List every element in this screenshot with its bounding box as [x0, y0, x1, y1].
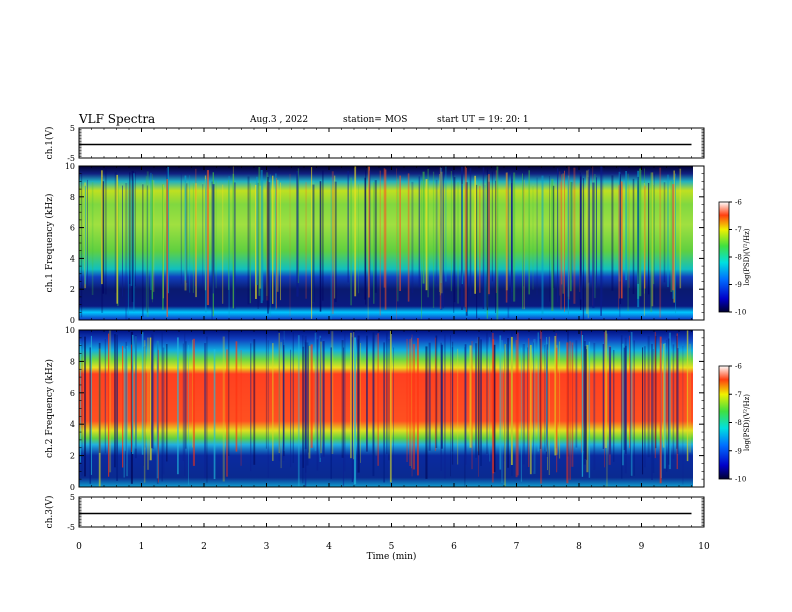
ch3-waveform-panel: 5 -5 ch.3(V) — [44, 493, 705, 532]
ch1-spectrogram-panel: 0 2 4 6 8 10 ch.1 Frequency (kHz) — [44, 162, 705, 325]
panel-frame — [78, 127, 705, 159]
colorbar-tick-label: -6 — [735, 199, 742, 207]
ch1-waveform-panel: 5 -5 ch.1(V) — [44, 124, 705, 163]
x-tick-label: 1 — [139, 542, 145, 552]
y-tick-label: 8 — [70, 357, 75, 366]
y-tick-label: 10 — [65, 326, 75, 335]
y-tick-label: 2 — [70, 452, 75, 461]
colorbar-tick-label: -7 — [735, 226, 742, 234]
x-tick-label: 5 — [389, 542, 395, 552]
colorbar-tick-label: -9 — [735, 447, 742, 455]
empty-tail — [693, 330, 704, 487]
y-axis-label: ch.1(V) — [44, 127, 55, 160]
x-tick-label: 9 — [639, 542, 645, 552]
colorbar-label: log(PSD)(V²/Hz) — [743, 228, 751, 285]
x-tick-label: 8 — [576, 542, 582, 552]
y-axis-label: ch.2 Frequency (kHz) — [44, 359, 55, 458]
x-tick-label: 2 — [201, 542, 207, 552]
empty-tail — [693, 166, 704, 320]
y-tick-label: 5 — [70, 124, 75, 133]
colorbar-label: log(PSD)(V²/Hz) — [743, 394, 751, 451]
spectrogram-streaks — [80, 166, 682, 320]
y-tick-label: 6 — [70, 389, 75, 398]
panel-frame — [78, 496, 705, 528]
colorbar-tick-label: -6 — [735, 363, 742, 371]
spectrogram-image — [79, 330, 693, 487]
figure-title: VLF Spectra — [79, 112, 156, 126]
y-tick-label: 6 — [70, 224, 75, 233]
x-tick-label: 4 — [326, 542, 332, 552]
y-tick-label: 10 — [65, 162, 75, 171]
y-tick-label: 0 — [70, 316, 75, 325]
time-axis: 0 1 2 3 4 5 6 7 8 9 10 Time (min) — [76, 542, 710, 562]
y-tick-label: 4 — [70, 420, 75, 429]
colorbar — [718, 365, 730, 480]
x-tick-label: 6 — [451, 542, 457, 552]
colorbar-tick-label: -8 — [735, 419, 742, 427]
x-tick-label: 0 — [76, 542, 82, 552]
colorbar-tick-label: -7 — [735, 391, 742, 399]
colorbar-tick-label: -10 — [735, 476, 746, 484]
y-tick-label: -5 — [67, 154, 75, 163]
y-tick-label: 4 — [70, 254, 75, 263]
ch2-spectrogram-panel: 0 2 4 6 8 10 ch.2 Frequency (kHz) — [44, 326, 705, 492]
colorbar-tick-label: -10 — [735, 309, 746, 317]
y-axis-label: ch.3(V) — [44, 496, 55, 529]
y-tick-label: 2 — [70, 285, 75, 294]
x-tick-label: 3 — [264, 542, 270, 552]
colorbar — [718, 201, 730, 313]
y-tick-label: 5 — [70, 493, 75, 502]
colorbars: -6 -7 -8 -9 -10 log(PSD)(V²/Hz) -6 -7 -8 -9 -10 log… — [718, 199, 751, 484]
station-label: station= MOS — [343, 115, 408, 125]
x-tick-label: 10 — [698, 542, 710, 552]
colorbar-tick-label: -8 — [735, 254, 742, 262]
y-tick-label: -5 — [67, 523, 75, 532]
y-axis-label: ch.1 Frequency (kHz) — [44, 194, 55, 293]
colorbar-tick-label: -9 — [735, 281, 742, 289]
y-tick-label: 8 — [70, 193, 75, 202]
start-time-label: start UT = 19: 20: 1 — [437, 115, 529, 125]
x-axis-label: Time (min) — [367, 551, 417, 562]
spectrogram-streaks — [80, 330, 691, 487]
y-tick-label: 0 — [70, 483, 75, 492]
x-tick-label: 7 — [514, 542, 520, 552]
date-label: Aug.3 , 2022 — [250, 115, 309, 125]
